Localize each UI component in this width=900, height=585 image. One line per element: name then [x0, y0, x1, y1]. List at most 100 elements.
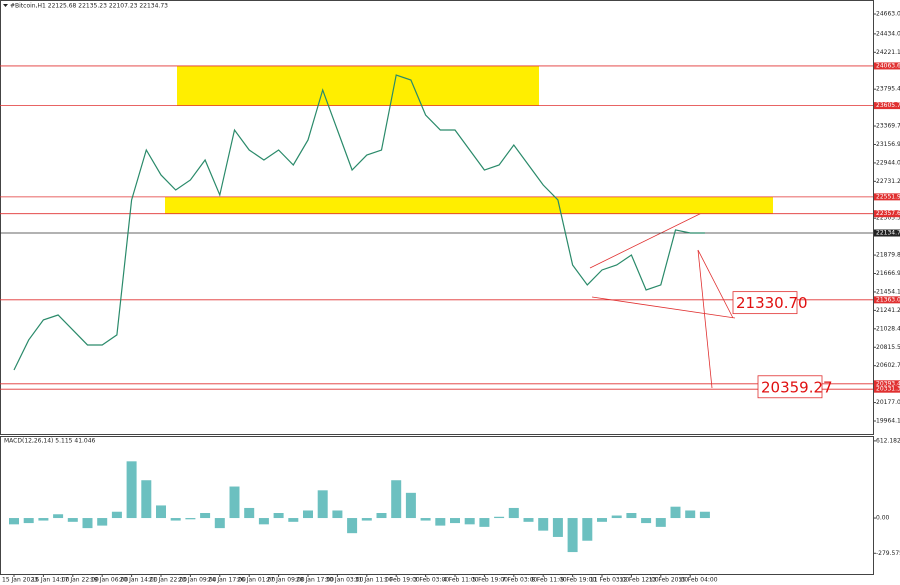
annotation-box: [757, 375, 823, 399]
macd-bar: [111, 511, 122, 519]
x-tick-label: 21 Jan 22:00: [149, 577, 187, 584]
x-tick-label: 31 Jan 11:00: [355, 577, 393, 584]
y-tick-label: 20177.00: [876, 399, 900, 406]
macd-bar: [391, 480, 402, 519]
macd-title: MACD(12,26,14) 5.115 41.046: [4, 438, 96, 445]
level-tag: [874, 385, 900, 393]
chart-title: #Bitcoin,H1 22125.68 22135.23 22107.23 2…: [10, 3, 168, 10]
x-tick-label: 30 Jan 03:00: [325, 577, 363, 584]
macd-bar: [23, 518, 34, 524]
price-pane: [0, 0, 874, 435]
level-tag: [874, 296, 900, 304]
zone: [177, 65, 539, 106]
x-tick-label: 23 Jan 09:00: [178, 577, 216, 584]
projection-arrow: [697, 249, 713, 389]
macd-bar: [597, 518, 607, 522]
x-tick-label: 1 Feb 19:00: [384, 577, 420, 584]
macd-bar: [200, 512, 211, 519]
level-label: 24063.63: [876, 62, 900, 69]
x-tick-label: 24 Jan 17:00: [208, 577, 246, 584]
macd-bar: [9, 518, 19, 525]
projection-arrow: [697, 249, 734, 319]
macd-bar: [464, 518, 475, 525]
y-tick-label: 22731.20: [876, 178, 900, 185]
wedge-line: [589, 204, 719, 269]
macd-bar: [347, 518, 358, 534]
price-line: [13, 74, 705, 371]
level-tag: [874, 380, 900, 388]
x-tick-label: 11 Feb 03:00: [590, 577, 630, 584]
current-price-label: 22134.73: [876, 230, 900, 237]
macd-bar: [376, 512, 387, 519]
macd-bar: [626, 512, 637, 519]
x-tick-label: 7 Feb 03:00: [502, 577, 538, 584]
y-tick-label: 612.182: [876, 437, 900, 444]
macd-bar: [670, 506, 681, 519]
y-tick-label: -279.575: [876, 550, 900, 557]
x-tick-label: 3 Feb 03:00: [414, 577, 450, 584]
level-tag: [874, 102, 900, 110]
y-tick-label: 21454.10: [876, 288, 900, 295]
macd-bar: [67, 518, 78, 522]
menu-icon: [3, 4, 8, 7]
level-tag: [874, 193, 900, 201]
level-label: 23605.71: [876, 102, 900, 109]
macd-bar: [244, 507, 255, 519]
macd-bar: [303, 510, 313, 519]
y-tick-label: 21028.40: [876, 325, 900, 332]
x-tick-label: 19 Jan 06:00: [90, 577, 128, 584]
macd-bar: [38, 518, 49, 521]
macd-bar: [156, 505, 166, 519]
macd-bar: [405, 492, 416, 519]
y-tick-label: 24663.00: [876, 11, 900, 18]
current-tag: [874, 229, 900, 237]
macd-bar: [611, 515, 622, 519]
x-tick-label: 5 Feb 19:00: [472, 577, 508, 584]
level-label: 20331.37: [876, 386, 900, 393]
y-tick-label: 19964.15: [876, 417, 900, 424]
level-tag: [874, 62, 900, 70]
x-tick-label: 9 Feb 19:00: [561, 577, 597, 584]
macd-bar: [523, 518, 534, 522]
macd-bar: [332, 510, 343, 519]
macd-bar: [288, 518, 299, 522]
macd-bar: [450, 518, 460, 524]
wedge-line: [591, 296, 736, 319]
y-tick-label: 20815.55: [876, 344, 900, 351]
level-label: 22357.61: [876, 210, 900, 217]
y-tick-label: 24434.00: [876, 30, 900, 37]
y-tick-label: 24221.15: [876, 49, 900, 56]
macd-bar: [126, 461, 137, 519]
macd-bar: [185, 518, 196, 520]
macd-bar: [420, 518, 431, 521]
x-tick-label: 4 Feb 11:00: [443, 577, 479, 584]
macd-bar: [685, 510, 696, 519]
y-tick-label: 20602.70: [876, 362, 900, 369]
macd-bar: [699, 511, 710, 519]
macd-bar: [141, 480, 152, 519]
x-tick-label: 13 Feb 20:00: [649, 577, 689, 584]
macd-bar: [97, 518, 108, 526]
macd-bar: [214, 518, 225, 529]
level-label: 21363.06: [876, 296, 900, 303]
level-label: 22551.96: [876, 193, 900, 200]
y-tick-label: 0.00: [876, 515, 890, 522]
macd-bar: [258, 518, 269, 525]
y-tick-label: 21879.80: [876, 252, 900, 259]
level-label: 20393.48: [876, 380, 900, 387]
y-tick-label: 23369.75: [876, 123, 900, 130]
x-tick-label: 20 Jan 14:00: [120, 577, 158, 584]
y-tick-label: 22305.50: [876, 215, 900, 222]
macd-bar: [361, 518, 372, 521]
macd-bar: [317, 490, 328, 519]
x-tick-label: 12 Feb 12:00: [619, 577, 659, 584]
macd-bar: [273, 512, 284, 519]
zone: [165, 196, 773, 214]
macd-pane: [0, 436, 874, 575]
level-tag: [874, 210, 900, 218]
macd-bar: [567, 518, 578, 553]
y-tick-label: 21666.95: [876, 270, 900, 277]
macd-bar: [479, 518, 490, 527]
macd-bar: [538, 518, 549, 531]
